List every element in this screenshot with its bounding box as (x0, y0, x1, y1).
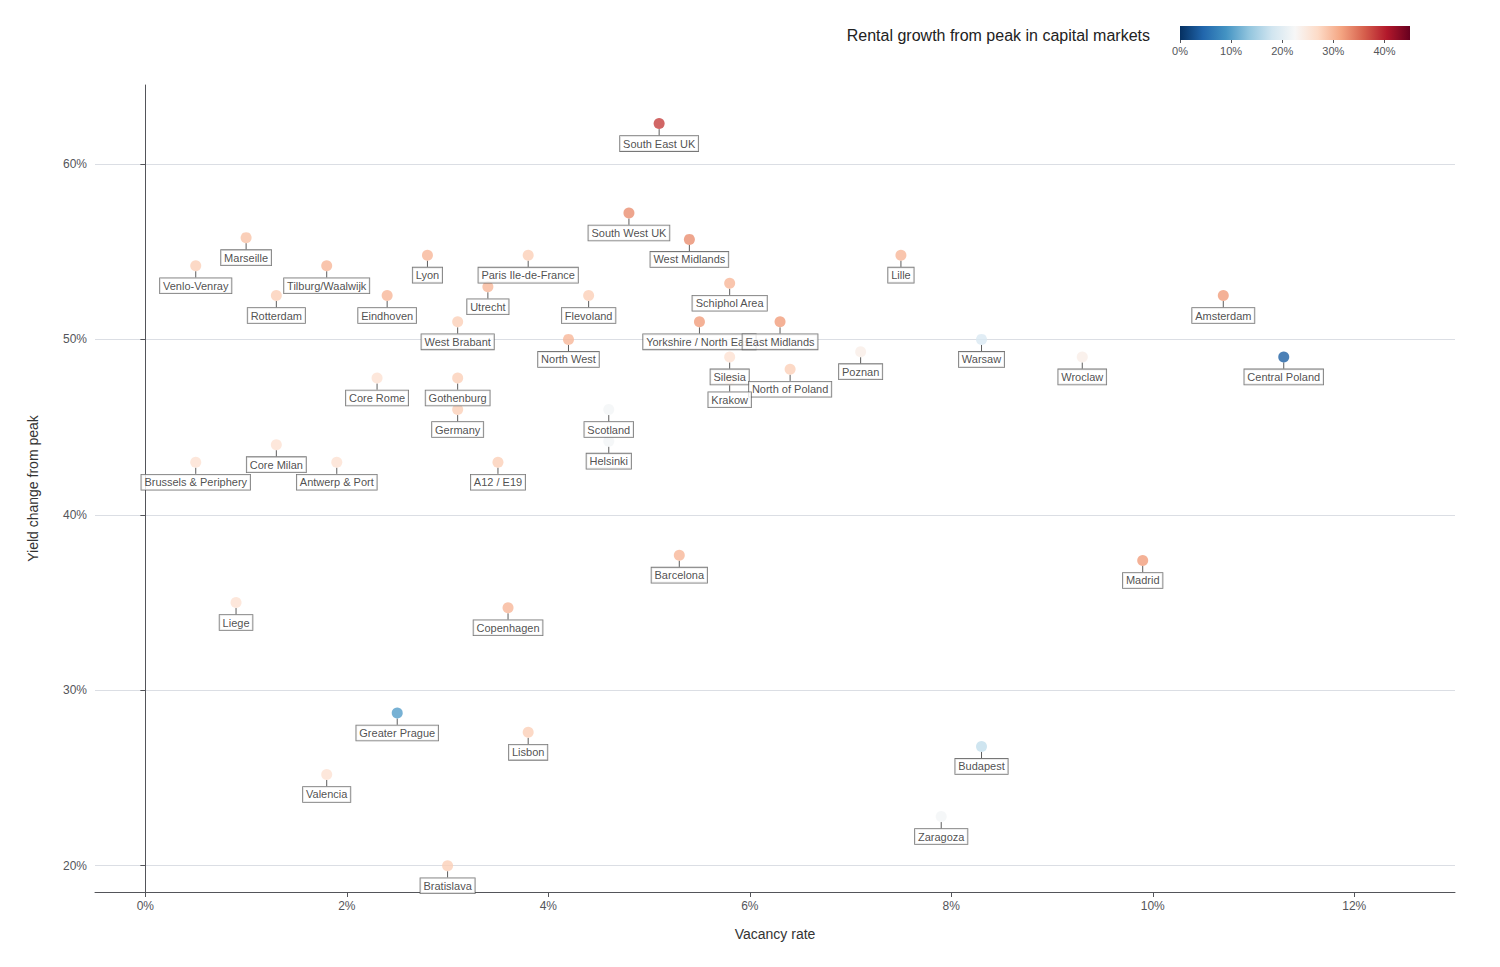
svg-text:Venlo-Venray: Venlo-Venray (163, 280, 229, 292)
svg-text:North West: North West (541, 353, 596, 365)
svg-text:8%: 8% (943, 899, 961, 913)
svg-text:Core Rome: Core Rome (349, 392, 405, 404)
svg-text:30%: 30% (1322, 45, 1344, 57)
svg-text:0%: 0% (137, 899, 155, 913)
svg-text:North of Poland: North of Poland (752, 383, 828, 395)
svg-text:Rotterdam: Rotterdam (251, 310, 302, 322)
svg-text:60%: 60% (63, 157, 87, 171)
svg-text:Valencia: Valencia (306, 788, 348, 800)
svg-text:Germany: Germany (435, 424, 481, 436)
svg-text:4%: 4% (540, 899, 558, 913)
svg-text:East Midlands: East Midlands (745, 336, 815, 348)
svg-text:Marseille: Marseille (224, 252, 268, 264)
svg-text:Schiphol Area: Schiphol Area (696, 297, 765, 309)
svg-text:Rental growth from peak in cap: Rental growth from peak in capital marke… (847, 27, 1150, 44)
svg-text:Zaragoza: Zaragoza (918, 831, 965, 843)
svg-text:West Brabant: West Brabant (424, 336, 490, 348)
svg-text:Barcelona: Barcelona (655, 569, 705, 581)
svg-text:Lisbon: Lisbon (512, 746, 544, 758)
svg-text:Gothenburg: Gothenburg (429, 392, 487, 404)
svg-text:Bratislava: Bratislava (423, 880, 472, 892)
svg-text:Silesia: Silesia (713, 371, 746, 383)
svg-text:South West UK: South West UK (591, 227, 667, 239)
svg-text:Liege: Liege (223, 617, 250, 629)
svg-text:Brussels & Periphery: Brussels & Periphery (144, 476, 247, 488)
svg-text:Antwerp & Port: Antwerp & Port (300, 476, 374, 488)
svg-text:South East UK: South East UK (623, 138, 696, 150)
svg-text:Wroclaw: Wroclaw (1061, 371, 1103, 383)
svg-text:Eindhoven: Eindhoven (361, 310, 413, 322)
svg-text:Yorkshire / North East: Yorkshire / North East (646, 336, 753, 348)
svg-text:20%: 20% (63, 859, 87, 873)
svg-text:Madrid: Madrid (1126, 574, 1160, 586)
svg-text:Paris Ile-de-France: Paris Ile-de-France (481, 269, 575, 281)
svg-text:30%: 30% (63, 683, 87, 697)
svg-text:West Midlands: West Midlands (653, 253, 725, 265)
svg-text:10%: 10% (1141, 899, 1165, 913)
svg-text:Krakow: Krakow (711, 394, 748, 406)
svg-text:2%: 2% (338, 899, 356, 913)
svg-text:40%: 40% (1373, 45, 1395, 57)
svg-text:12%: 12% (1342, 899, 1366, 913)
svg-text:Scotland: Scotland (587, 424, 630, 436)
svg-text:Poznan: Poznan (842, 366, 879, 378)
svg-text:40%: 40% (63, 508, 87, 522)
svg-text:Central Poland: Central Poland (1247, 371, 1320, 383)
svg-text:Amsterdam: Amsterdam (1195, 310, 1251, 322)
svg-text:0%: 0% (1172, 45, 1188, 57)
svg-text:6%: 6% (741, 899, 759, 913)
svg-text:Warsaw: Warsaw (962, 353, 1001, 365)
svg-text:Lille: Lille (891, 269, 911, 281)
svg-text:Budapest: Budapest (958, 760, 1004, 772)
svg-text:Utrecht: Utrecht (470, 301, 505, 313)
svg-text:20%: 20% (1271, 45, 1293, 57)
svg-text:Tilburg/Waalwijk: Tilburg/Waalwijk (287, 280, 367, 292)
svg-text:10%: 10% (1220, 45, 1242, 57)
svg-text:A12 / E19: A12 / E19 (474, 476, 522, 488)
svg-text:Copenhagen: Copenhagen (477, 622, 540, 634)
svg-text:Helsinki: Helsinki (590, 455, 629, 467)
svg-text:Vacancy rate: Vacancy rate (735, 926, 816, 942)
svg-text:Core Milan: Core Milan (250, 459, 303, 471)
svg-text:Yield change from peak: Yield change from peak (25, 414, 41, 562)
svg-text:Lyon: Lyon (416, 269, 439, 281)
svg-text:Flevoland: Flevoland (565, 310, 613, 322)
svg-text:Greater Prague: Greater Prague (359, 727, 435, 739)
svg-text:50%: 50% (63, 332, 87, 346)
